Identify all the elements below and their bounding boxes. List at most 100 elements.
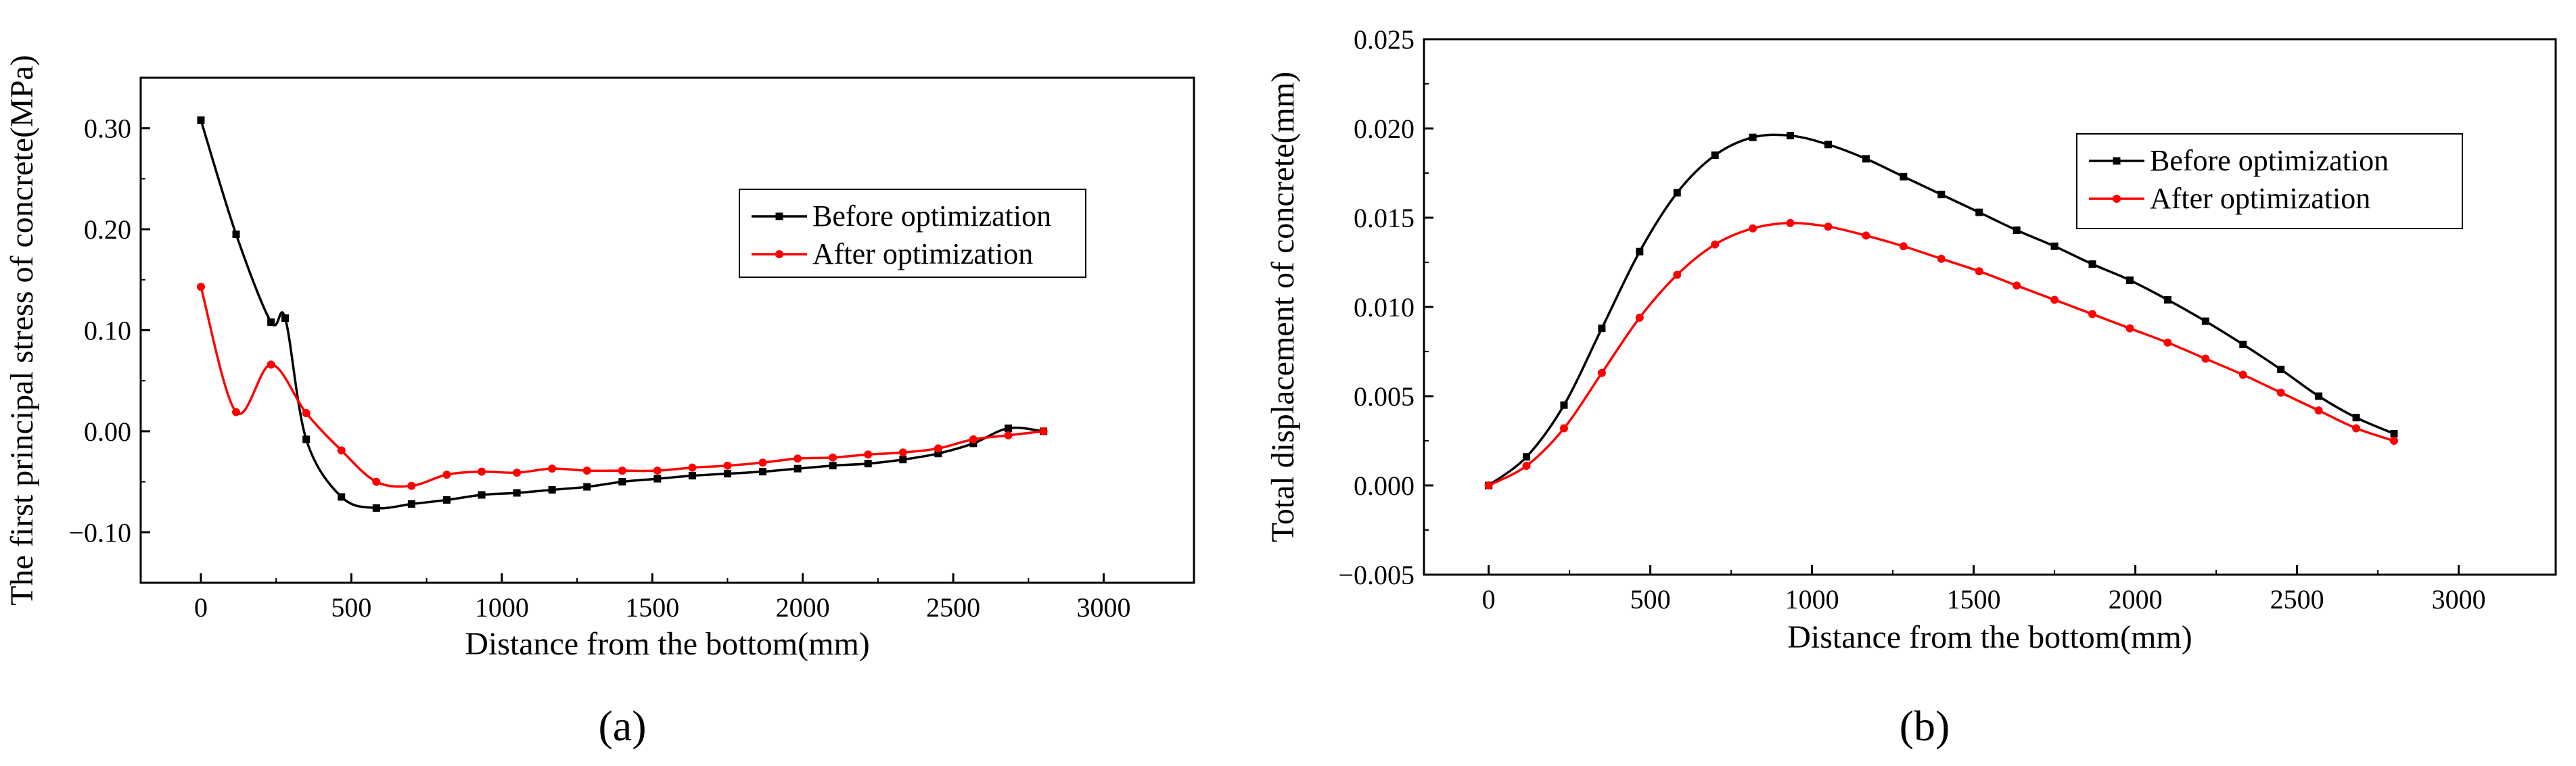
- data-point-before-optimization-b: [1673, 189, 1681, 197]
- y-tick-label-b: −0.005: [1338, 560, 1414, 590]
- data-point-after-optimization-a: [548, 464, 557, 473]
- data-point-after-optimization-b: [1786, 218, 1795, 227]
- data-point-before-optimization-a: [723, 470, 731, 478]
- data-point-after-optimization-a: [653, 466, 662, 475]
- data-point-before-optimization-a: [407, 500, 415, 508]
- x-tick-label-b: 1500: [1947, 584, 2001, 615]
- x-tick-label-a: 0: [194, 592, 208, 623]
- x-tick-label-b: 2000: [2109, 584, 2163, 615]
- data-point-before-optimization-b: [2277, 365, 2285, 373]
- x-tick-label-b: 2500: [2270, 584, 2324, 615]
- data-point-after-optimization-a: [1039, 427, 1048, 435]
- data-point-after-optimization-b: [1975, 267, 1983, 276]
- y-tick-label-b: 0.015: [1354, 203, 1414, 233]
- data-point-before-optimization-b: [2050, 242, 2058, 250]
- data-point-before-optimization-a: [653, 475, 662, 483]
- data-point-after-optimization-a: [1004, 431, 1013, 439]
- data-point-before-optimization-a: [618, 478, 626, 486]
- data-point-after-optimization-b: [1484, 481, 1493, 489]
- legend-label-after-optimization-a: After optimization: [812, 237, 1033, 270]
- legend-label-after-optimization-b: After optimization: [2150, 182, 2370, 215]
- data-point-after-optimization-a: [758, 458, 767, 467]
- data-point-after-optimization-a: [302, 409, 310, 418]
- panel-label-b: (b): [1900, 702, 1950, 750]
- legend-label-before-optimization-b: Before optimization: [2150, 144, 2389, 177]
- data-point-before-optimization-a: [267, 318, 275, 327]
- y-tick-label-b: 0.005: [1354, 381, 1414, 412]
- data-point-after-optimization-b: [1559, 424, 1568, 433]
- data-point-before-optimization-b: [1975, 208, 1983, 216]
- data-point-before-optimization-a: [548, 486, 556, 494]
- data-point-after-optimization-b: [2050, 295, 2059, 304]
- x-tick-label-a: 500: [331, 592, 371, 623]
- data-point-after-optimization-b: [1899, 242, 1908, 251]
- y-tick-label-b: 0.000: [1354, 471, 1414, 501]
- data-point-before-optimization-b: [1560, 401, 1568, 409]
- data-point-before-optimization-a: [934, 450, 942, 458]
- data-point-after-optimization-b: [1522, 461, 1531, 470]
- data-point-after-optimization-a: [337, 446, 346, 455]
- series-line-before-optimization-a: [200, 120, 1044, 510]
- data-point-before-optimization-b: [2201, 317, 2209, 325]
- data-point-after-optimization-b: [2013, 281, 2021, 290]
- x-axis-label-b: Distance from the bottom(mm): [1787, 619, 2192, 655]
- data-point-after-optimization-a: [618, 466, 626, 475]
- data-point-after-optimization-a: [232, 408, 241, 416]
- data-point-after-optimization-b: [1824, 222, 1833, 231]
- x-tick-label-b: 1000: [1785, 584, 1839, 615]
- data-point-after-optimization-b: [2238, 370, 2247, 379]
- data-point-after-optimization-a: [372, 477, 381, 486]
- data-point-after-optimization-a: [829, 453, 837, 462]
- data-point-before-optimization-b: [1598, 325, 1606, 333]
- data-point-before-optimization-b: [2088, 260, 2096, 268]
- data-point-before-optimization-b: [1824, 141, 1832, 149]
- legend-marker-after-optimization-a: [775, 250, 783, 258]
- x-axis-label-a: Distance from the bottom(mm): [465, 626, 870, 662]
- x-tick-label-a: 3000: [1077, 592, 1131, 623]
- x-tick-label-b: 500: [1630, 584, 1671, 615]
- data-point-before-optimization-a: [688, 472, 696, 480]
- data-point-after-optimization-b: [1711, 240, 1720, 249]
- data-point-after-optimization-b: [1749, 224, 1757, 233]
- data-point-after-optimization-a: [582, 466, 591, 475]
- data-point-before-optimization-a: [302, 435, 310, 444]
- data-point-after-optimization-a: [864, 450, 873, 459]
- y-axis-label-b: Total displacement of concrete(mm): [1265, 72, 1301, 542]
- legend-box-a: [739, 189, 1086, 278]
- data-point-after-optimization-a: [934, 444, 942, 453]
- data-point-after-optimization-a: [794, 454, 802, 463]
- data-point-before-optimization-a: [583, 483, 591, 491]
- data-point-before-optimization-a: [794, 464, 802, 473]
- x-tick-label-b: 3000: [2432, 584, 2486, 615]
- plot-frame-b: [1423, 38, 2557, 576]
- data-point-before-optimization-b: [1749, 133, 1757, 141]
- data-point-before-optimization-b: [1900, 172, 1908, 181]
- y-axis-label-a: The first principal stress of concrete(M…: [4, 55, 40, 605]
- data-point-before-optimization-a: [197, 116, 205, 124]
- data-point-before-optimization-b: [1711, 151, 1719, 160]
- data-point-after-optimization-b: [1937, 254, 1946, 263]
- data-point-after-optimization-b: [2125, 324, 2134, 333]
- data-point-after-optimization-a: [898, 448, 907, 457]
- panel-label-a: (a): [598, 702, 646, 750]
- data-point-before-optimization-b: [2163, 295, 2171, 304]
- y-tick-label-a: 0.10: [84, 316, 131, 346]
- data-point-after-optimization-b: [2163, 338, 2172, 347]
- data-point-after-optimization-a: [688, 463, 697, 472]
- y-tick-label-a: 0.00: [84, 416, 131, 447]
- legend-box-b: [2076, 133, 2463, 229]
- data-point-after-optimization-b: [2390, 437, 2398, 445]
- data-point-before-optimization-b: [2239, 340, 2247, 348]
- data-point-before-optimization-b: [2315, 392, 2323, 400]
- legend-label-before-optimization-a: Before optimization: [812, 199, 1051, 233]
- data-point-after-optimization-a: [442, 471, 451, 479]
- data-point-after-optimization-b: [1673, 270, 1682, 279]
- data-point-before-optimization-a: [1005, 424, 1013, 432]
- data-point-before-optimization-b: [2125, 276, 2134, 284]
- data-point-before-optimization-b: [1862, 155, 1870, 163]
- chart-a: 0 500 1000 1500 2000 2500 3000 −0.10 0.00 0.10 0.2…: [4, 55, 1195, 662]
- data-point-after-optimization-b: [1862, 231, 1870, 240]
- data-point-before-optimization-a: [281, 314, 290, 322]
- data-point-after-optimization-b: [2276, 388, 2285, 397]
- x-tick-label-a: 2000: [776, 592, 830, 623]
